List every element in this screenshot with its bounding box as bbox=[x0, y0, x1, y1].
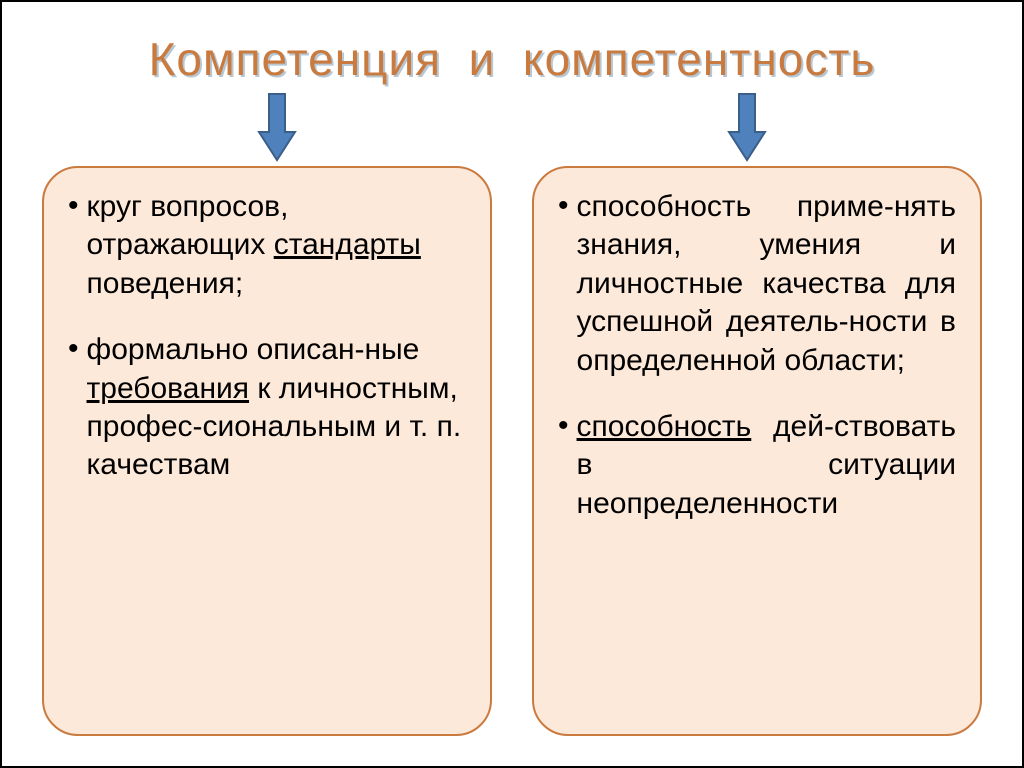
list-item: • способность приме-нять знания, умения … bbox=[558, 188, 956, 380]
arrow-path bbox=[729, 94, 765, 160]
bullet-text: формально описан-ные требования к личнос… bbox=[87, 331, 466, 485]
arrow-down-icon bbox=[257, 92, 297, 162]
arrow-left-slot bbox=[42, 92, 512, 162]
list-item: • формально описан-ные требования к личн… bbox=[68, 331, 466, 485]
title-connector: и bbox=[469, 33, 496, 85]
list-item: • круг вопросов, отражающих стандарты по… bbox=[68, 188, 466, 303]
slide-title: Компетенция и компетентность bbox=[42, 32, 982, 86]
columns: • круг вопросов, отражающих стандарты по… bbox=[42, 166, 982, 736]
bullet-text: круг вопросов, отражающих стандарты пове… bbox=[87, 188, 466, 303]
text-pre: формально описан-ные bbox=[87, 333, 420, 366]
bullet-icon: • bbox=[68, 188, 79, 224]
text-underlined: стандарты bbox=[274, 228, 421, 261]
bullet-text: способность дей-ствовать в ситуации неоп… bbox=[577, 408, 956, 523]
title-word-1: Компетенция bbox=[149, 32, 441, 86]
text-underlined: требования bbox=[87, 372, 250, 405]
arrow-down-icon bbox=[727, 92, 767, 162]
bullet-text: способность приме-нять знания, умения и … bbox=[577, 188, 956, 380]
title-word-2: компетентность bbox=[523, 32, 875, 86]
list-item: • способность дей-ствовать в ситуации не… bbox=[558, 408, 956, 523]
text-post: поведения; bbox=[87, 267, 244, 300]
bullet-icon: • bbox=[558, 188, 569, 224]
arrow-right-slot bbox=[512, 92, 982, 162]
slide-frame: Компетенция и компетентность • круг вопр… bbox=[0, 0, 1024, 768]
bullet-icon: • bbox=[68, 331, 79, 367]
text-pre: способность приме-нять знания, умения и … bbox=[577, 190, 956, 377]
bullet-icon: • bbox=[558, 408, 569, 444]
card-right: • способность приме-нять знания, умения … bbox=[532, 166, 982, 736]
arrows-row bbox=[42, 92, 982, 162]
text-underlined: способность bbox=[577, 410, 752, 443]
arrow-path bbox=[259, 94, 295, 160]
text-pre: круг вопросов, отражающих bbox=[87, 190, 289, 261]
card-left: • круг вопросов, отражающих стандарты по… bbox=[42, 166, 492, 736]
